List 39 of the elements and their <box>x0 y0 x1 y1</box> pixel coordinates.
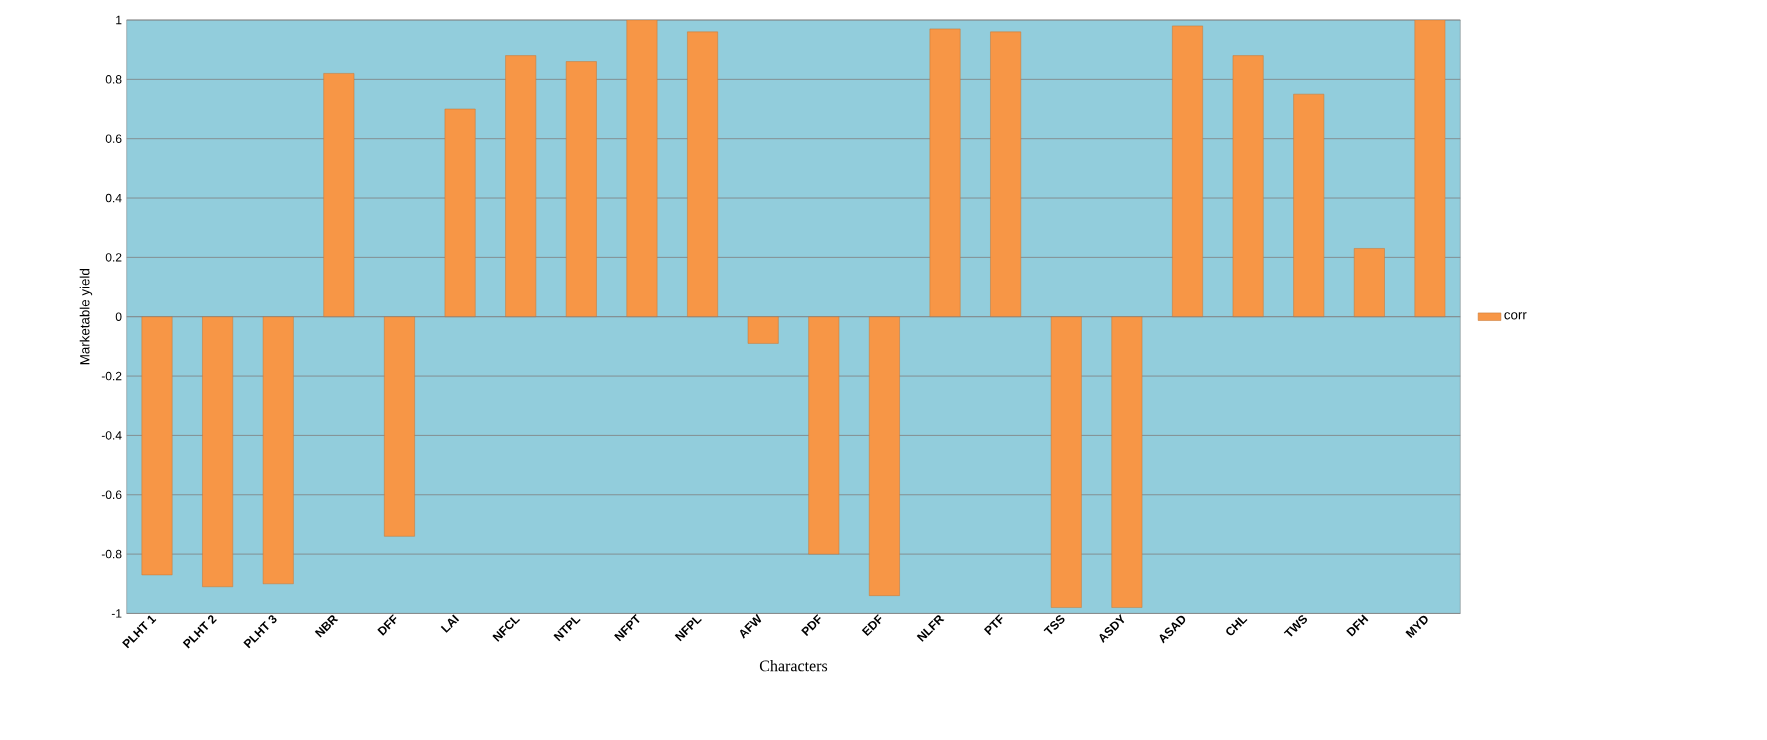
bar <box>1232 55 1264 317</box>
bar <box>323 73 355 317</box>
y-axis-title: Marketable yield <box>79 268 93 365</box>
bar <box>1414 19 1446 317</box>
y-tick-label: 0.2 <box>105 253 122 262</box>
bar <box>202 316 234 587</box>
y-tick-label: -0.2 <box>101 371 122 381</box>
bar <box>262 316 294 584</box>
bar <box>868 316 900 596</box>
y-tick-label: 0.6 <box>105 134 122 143</box>
bar <box>747 316 779 344</box>
bar <box>1353 248 1385 317</box>
bar <box>990 31 1022 317</box>
bar <box>565 61 597 317</box>
bar <box>141 316 173 576</box>
bar <box>1050 316 1082 608</box>
bar <box>444 108 476 317</box>
bar <box>505 55 537 317</box>
legend-label: corr <box>1504 312 1527 320</box>
y-tick-label: -0.4 <box>101 431 122 440</box>
bar <box>929 28 961 317</box>
y-tick-label: -1 <box>111 609 122 618</box>
bar <box>687 31 718 317</box>
y-tick-label: 1 <box>116 15 122 25</box>
y-tick-label: 0 <box>115 312 122 321</box>
x-tick-label: LAI <box>440 614 460 633</box>
x-tick-label: TSS <box>1043 615 1065 635</box>
x-axis-title: Characters <box>759 659 828 672</box>
bar <box>626 19 658 317</box>
x-tick-label: CHL <box>1226 617 1248 636</box>
y-tick-label: -0.6 <box>101 490 122 499</box>
y-tick-label: -0.8 <box>101 549 122 559</box>
bar <box>1111 316 1143 608</box>
bar <box>1172 25 1203 317</box>
y-tick-label: 0.8 <box>105 75 122 84</box>
bar <box>1293 93 1325 317</box>
bar <box>384 316 415 537</box>
y-tick-label: 0.4 <box>105 193 122 203</box>
bar <box>808 316 840 555</box>
